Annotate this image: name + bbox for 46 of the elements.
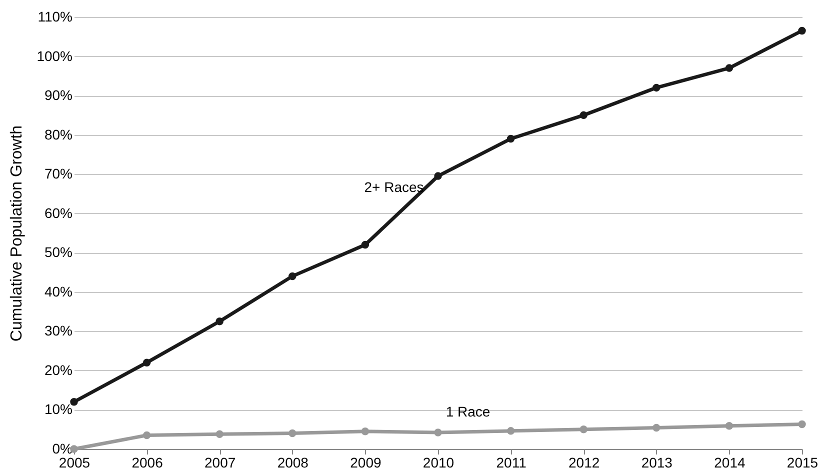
- point: [580, 111, 588, 120]
- point: [652, 84, 660, 92]
- y-tick-label: 60%: [44, 204, 72, 221]
- point: [142, 431, 151, 440]
- y-tick-label: 40%: [44, 283, 72, 300]
- x-tick-label: 2005: [58, 454, 90, 470]
- point: [725, 422, 734, 430]
- point: [434, 172, 442, 180]
- point: [652, 424, 660, 432]
- series-label: 1 Race: [446, 404, 490, 420]
- y-tick-label: 50%: [44, 244, 72, 260]
- y-tick-label: 20%: [44, 362, 72, 378]
- x-tick-label: 2010: [422, 454, 454, 470]
- x-tick-label: 2014: [714, 454, 746, 470]
- point: [361, 427, 370, 436]
- x-tick-label: 2007: [204, 454, 236, 470]
- y-tick-label: 80%: [44, 126, 72, 142]
- series-label: 2+ Races: [364, 179, 424, 196]
- point: [725, 64, 734, 72]
- point: [288, 429, 296, 438]
- y-tick-label: 100%: [36, 48, 72, 64]
- point: [506, 134, 515, 143]
- point: [70, 398, 78, 406]
- x-tick-label: 2011: [496, 454, 527, 470]
- x-tick-label: 2015: [786, 454, 818, 470]
- point: [361, 240, 370, 249]
- y-tick-label: 70%: [44, 166, 72, 182]
- y-tick-label: 90%: [44, 87, 72, 104]
- point: [216, 430, 224, 438]
- point: [434, 428, 442, 436]
- x-tick-label: 2009: [350, 454, 382, 470]
- y-tick-label: 10%: [44, 401, 72, 418]
- x-tick-label: 2008: [277, 454, 309, 470]
- point: [580, 426, 588, 434]
- point: [288, 272, 296, 280]
- point: [798, 26, 806, 35]
- x-tick-label: 2012: [568, 454, 600, 470]
- x-tick-label: 2013: [641, 454, 673, 470]
- y-tick-label: 110%: [38, 8, 72, 24]
- point: [142, 358, 151, 366]
- point: [506, 427, 515, 435]
- x-tick-label: 2006: [132, 454, 164, 470]
- y-tick-label: 30%: [44, 322, 72, 339]
- y-axis-title: Cumulative Population Growth: [8, 125, 26, 342]
- point: [798, 420, 806, 428]
- point: [216, 318, 224, 326]
